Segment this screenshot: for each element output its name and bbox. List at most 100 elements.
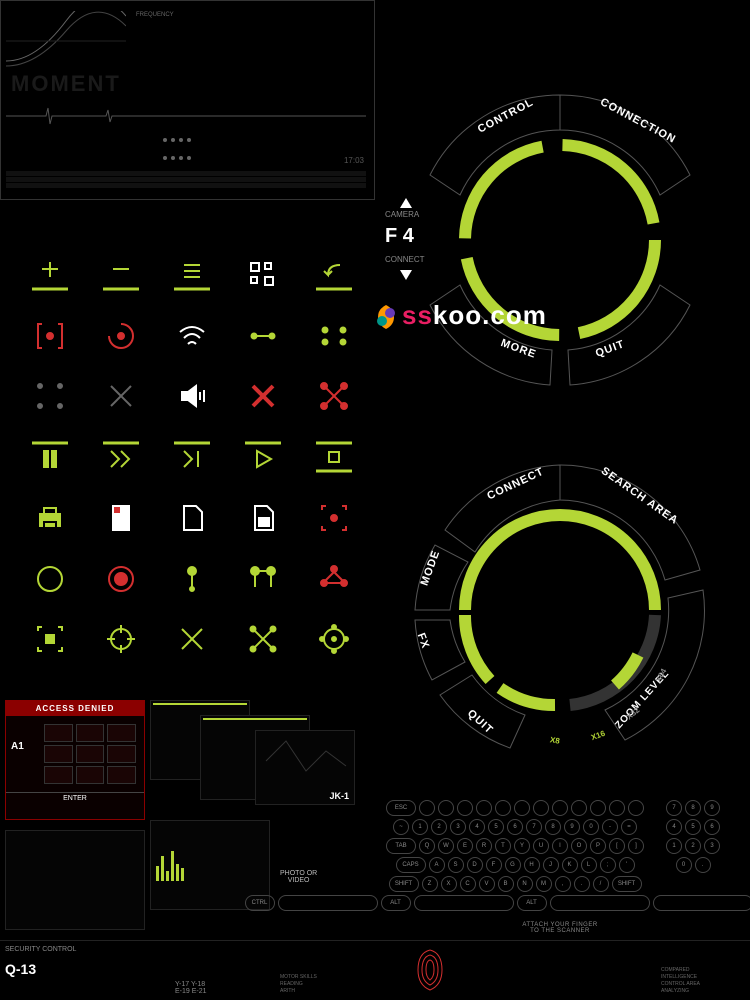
key-Y[interactable]: Y — [514, 838, 530, 854]
key-;[interactable]: ; — [600, 857, 616, 873]
focus-square-icon[interactable] — [20, 614, 80, 664]
crosshair-icon[interactable] — [91, 614, 151, 664]
key-H[interactable]: H — [524, 857, 540, 873]
access-panel[interactable]: ACCESS DENIED A1 ENTER — [5, 700, 145, 820]
sim-icon[interactable] — [233, 493, 293, 543]
bracket-dot-icon[interactable] — [20, 311, 80, 361]
key-blank[interactable] — [628, 800, 644, 816]
numpad-3[interactable]: 3 — [704, 838, 720, 854]
key-R[interactable]: R — [476, 838, 492, 854]
key-blank[interactable] — [609, 800, 625, 816]
key-F[interactable]: F — [486, 857, 502, 873]
nodes-link-icon[interactable] — [233, 554, 293, 604]
x-dots-green-icon[interactable] — [233, 614, 293, 664]
key-S[interactable]: S — [448, 857, 464, 873]
reticle-icon[interactable] — [304, 614, 364, 664]
key-A[interactable]: A — [429, 857, 445, 873]
key-5[interactable]: 5 — [488, 819, 504, 835]
numpad-2[interactable]: 2 — [685, 838, 701, 854]
key-CAPS[interactable]: CAPS — [396, 857, 426, 873]
key-9[interactable]: 9 — [564, 819, 580, 835]
fast-forward-icon[interactable] — [91, 432, 151, 482]
x-red-icon[interactable] — [233, 371, 293, 421]
key-W[interactable]: W — [438, 838, 454, 854]
loading-dot-icon[interactable] — [91, 311, 151, 361]
key-B[interactable]: B — [498, 876, 514, 892]
key-G[interactable]: G — [505, 857, 521, 873]
numpad-6[interactable]: 6 — [704, 819, 720, 835]
numpad-7[interactable]: 7 — [666, 800, 682, 816]
key-N[interactable]: N — [517, 876, 533, 892]
key-CTRL[interactable]: CTRL — [245, 895, 275, 911]
printer-icon[interactable] — [20, 493, 80, 543]
key-2[interactable]: 2 — [431, 819, 447, 835]
key-O[interactable]: O — [571, 838, 587, 854]
key-ALT[interactable]: ALT — [517, 895, 547, 911]
numpad-.[interactable]: . — [695, 857, 711, 873]
page-icon[interactable] — [162, 493, 222, 543]
key-blank[interactable] — [552, 800, 568, 816]
key-TAB[interactable]: TAB — [386, 838, 416, 854]
key-blank[interactable] — [495, 800, 511, 816]
x-dots-red-icon[interactable] — [304, 371, 364, 421]
speaker-icon[interactable] — [162, 371, 222, 421]
key-blank[interactable] — [653, 895, 750, 911]
x-cross-icon[interactable] — [91, 371, 151, 421]
key-U[interactable]: U — [533, 838, 549, 854]
record-icon[interactable] — [91, 554, 151, 604]
key-blank[interactable] — [278, 895, 378, 911]
key-blank[interactable] — [533, 800, 549, 816]
key-.[interactable]: . — [574, 876, 590, 892]
key-'[interactable]: ' — [619, 857, 635, 873]
node-icon[interactable] — [162, 554, 222, 604]
key-blank[interactable] — [476, 800, 492, 816]
fingerprint-icon[interactable] — [410, 945, 450, 995]
minus-underline-icon[interactable] — [91, 250, 151, 300]
key-blank[interactable] — [438, 800, 454, 816]
key--[interactable]: - — [602, 819, 618, 835]
key-4[interactable]: 4 — [469, 819, 485, 835]
numpad-1[interactable]: 1 — [666, 838, 682, 854]
key-blank[interactable] — [457, 800, 473, 816]
key-V[interactable]: V — [479, 876, 495, 892]
key-blank[interactable] — [514, 800, 530, 816]
numpad-0[interactable]: 0 — [676, 857, 692, 873]
f-key[interactable]: F 4 — [385, 225, 414, 248]
access-keypad[interactable] — [36, 716, 144, 792]
key-][interactable]: ] — [628, 838, 644, 854]
key-=[interactable]: = — [621, 819, 637, 835]
key-,[interactable]: , — [555, 876, 571, 892]
access-enter[interactable]: ENTER — [6, 792, 144, 804]
key-blank[interactable] — [414, 895, 514, 911]
key-J[interactable]: J — [543, 857, 559, 873]
key-SHIFT[interactable]: SHIFT — [612, 876, 642, 892]
stop-bars-icon[interactable] — [304, 432, 364, 482]
radial-menu-1[interactable]: CONTROL CONNECTION QUIT MORE CAMERA F 4 … — [390, 70, 730, 410]
undo-icon[interactable] — [304, 250, 364, 300]
key-ESC[interactable]: ESC — [386, 800, 416, 816]
grid-squares-icon[interactable] — [233, 250, 293, 300]
key-3[interactable]: 3 — [450, 819, 466, 835]
key-D[interactable]: D — [467, 857, 483, 873]
key-8[interactable]: 8 — [545, 819, 561, 835]
dots-h-icon[interactable] — [233, 311, 293, 361]
key-Z[interactable]: Z — [422, 876, 438, 892]
key-blank[interactable] — [590, 800, 606, 816]
key-K[interactable]: K — [562, 857, 578, 873]
key-P[interactable]: P — [590, 838, 606, 854]
molecule-icon[interactable] — [304, 554, 364, 604]
key-C[interactable]: C — [460, 876, 476, 892]
key-Q[interactable]: Q — [419, 838, 435, 854]
key-/[interactable]: / — [593, 876, 609, 892]
key-SHIFT[interactable]: SHIFT — [389, 876, 419, 892]
key-L[interactable]: L — [581, 857, 597, 873]
pause-icon[interactable] — [20, 432, 80, 482]
key-blank[interactable] — [550, 895, 650, 911]
key-6[interactable]: 6 — [507, 819, 523, 835]
key-blank[interactable] — [419, 800, 435, 816]
play-bar-icon[interactable] — [233, 432, 293, 482]
numpad-5[interactable]: 5 — [685, 819, 701, 835]
key-M[interactable]: M — [536, 876, 552, 892]
numpad-4[interactable]: 4 — [666, 819, 682, 835]
key-ALT[interactable]: ALT — [381, 895, 411, 911]
